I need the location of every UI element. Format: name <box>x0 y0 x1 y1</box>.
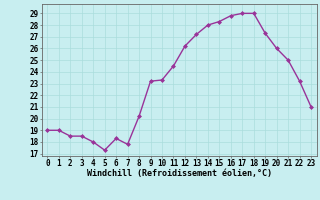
X-axis label: Windchill (Refroidissement éolien,°C): Windchill (Refroidissement éolien,°C) <box>87 169 272 178</box>
